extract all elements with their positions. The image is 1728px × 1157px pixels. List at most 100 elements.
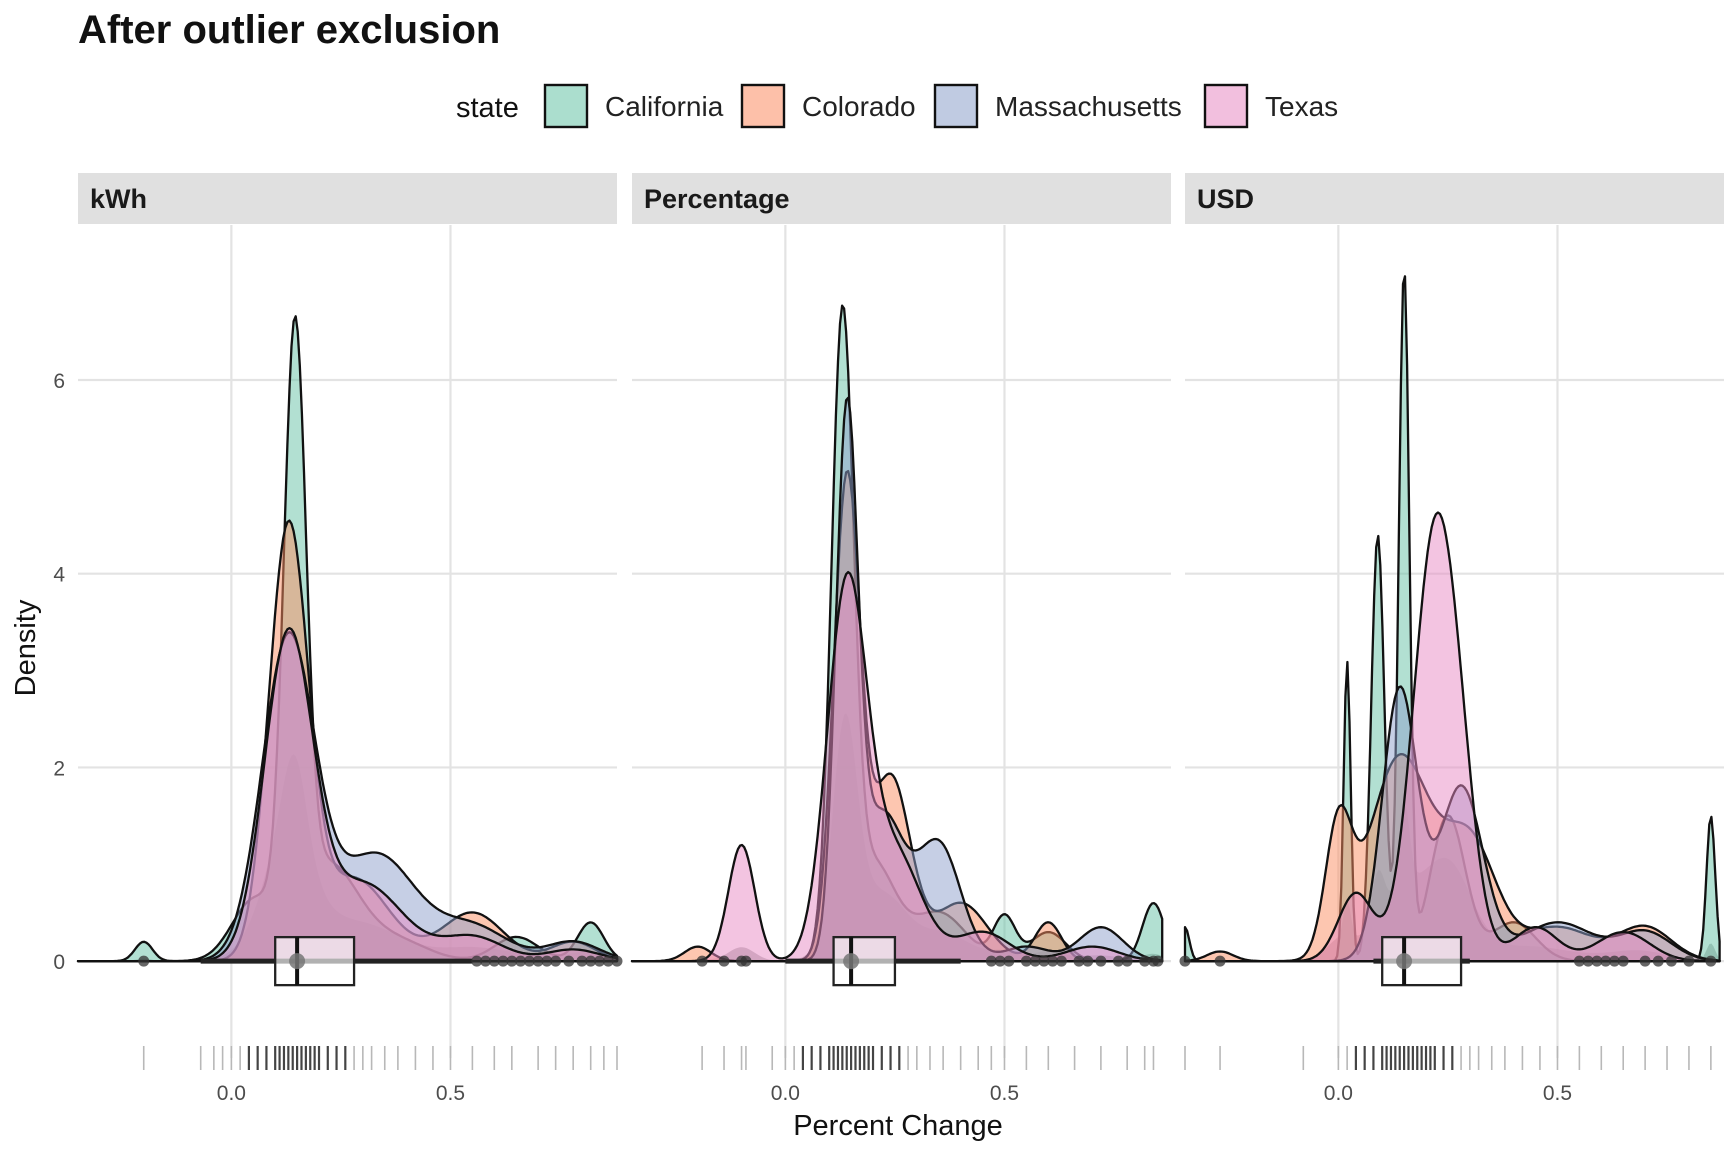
- boxplot: [785, 935, 961, 987]
- chart-title: After outlier exclusion: [78, 8, 500, 52]
- x-tick-label: 0.5: [1543, 1082, 1572, 1105]
- outlier-point: [576, 955, 588, 967]
- rug: [142, 1046, 618, 1070]
- boxplot: [1373, 935, 1470, 987]
- legend: state California Colorado Massachusetts Tex…: [456, 83, 1338, 129]
- outlier-point: [1573, 955, 1585, 967]
- outlier-point: [1683, 955, 1695, 967]
- legend-key-massachusetts: [933, 83, 979, 129]
- outlier-point: [1608, 955, 1620, 967]
- outlier-point: [740, 955, 752, 967]
- outlier-point: [1665, 955, 1677, 967]
- legend-title: state: [456, 92, 519, 124]
- box-iqr: [274, 935, 356, 987]
- outlier-point: [1591, 955, 1603, 967]
- outlier-point: [1029, 955, 1041, 967]
- facet-strip-label: kWh: [90, 184, 147, 214]
- legend-item-texas: Texas: [1203, 83, 1338, 129]
- x-tick-label: 0.0: [1324, 1082, 1353, 1105]
- outlier-point: [1179, 955, 1191, 967]
- panel-percentage: Percentage 0.0 0.5: [630, 173, 1171, 1105]
- rug: [701, 1046, 1155, 1070]
- x-tick-label: 0.0: [771, 1082, 800, 1105]
- legend-key-texas: [1203, 83, 1249, 129]
- box-mean-point: [843, 953, 860, 970]
- outlier-point: [1139, 955, 1151, 967]
- density-texas: [1183, 511, 1721, 963]
- box-mean-point: [1396, 953, 1413, 970]
- density-layers: [630, 304, 1164, 963]
- outlier-point: [1020, 955, 1032, 967]
- density-texas: [630, 570, 1164, 963]
- y-axis-title: Density: [10, 599, 42, 696]
- outlier-point: [1639, 955, 1651, 967]
- y-tick-label: 6: [53, 370, 65, 393]
- legend-label: Texas: [1265, 91, 1338, 122]
- outlier-point: [1152, 955, 1164, 967]
- box-iqr: [1381, 935, 1463, 987]
- outlier-point: [1121, 955, 1133, 967]
- outlier-point: [480, 955, 492, 967]
- outlier-point: [563, 955, 575, 967]
- outlier-point: [718, 955, 730, 967]
- box-iqr: [832, 935, 897, 987]
- legend-item-california: California: [543, 83, 724, 129]
- facet-strip-label: Percentage: [644, 184, 790, 214]
- outlier-point: [1214, 955, 1226, 967]
- outlier-point: [541, 955, 553, 967]
- outlier-point: [1617, 955, 1629, 967]
- x-tick-label: 0.5: [436, 1082, 465, 1105]
- y-tick-label: 2: [53, 757, 65, 780]
- boxplot: [200, 935, 473, 987]
- legend-label: California: [605, 91, 724, 122]
- rug: [1184, 1046, 1712, 1070]
- panel-kwh: kWh 0.0 0.5 0 2 4 6: [53, 173, 623, 1105]
- y-tick-label: 4: [53, 564, 65, 587]
- outlier-point: [1082, 955, 1094, 967]
- outlier-point: [1003, 955, 1015, 967]
- outlier-point: [506, 955, 518, 967]
- facet-panels: kWh 0.0 0.5 0 2 4 6 Percentage 0.0 0.5 USD 0.0 0.5: [53, 173, 1724, 1105]
- density-layers: [76, 315, 619, 963]
- x-axis-title: Percent Change: [793, 1110, 1003, 1142]
- outlier-point: [985, 955, 997, 967]
- outlier-point: [1582, 955, 1594, 967]
- outlier-point: [1652, 955, 1664, 967]
- facet-strip: [78, 173, 617, 224]
- outlier-point: [1705, 955, 1717, 967]
- outlier-point: [497, 955, 509, 967]
- outlier-point: [1047, 955, 1059, 967]
- outlier-point: [515, 955, 527, 967]
- legend-key-california: [543, 83, 589, 129]
- outlier-point: [1600, 955, 1612, 967]
- outlier-points: [138, 955, 623, 967]
- facet-strip-label: USD: [1197, 184, 1254, 214]
- outlier-point: [1112, 955, 1124, 967]
- density-texas: [76, 626, 619, 963]
- outlier-points: [696, 955, 1164, 967]
- outlier-point: [471, 955, 483, 967]
- outlier-point: [1095, 955, 1107, 967]
- outlier-point: [1038, 955, 1050, 967]
- legend-key-colorado: [740, 83, 786, 129]
- outlier-point: [994, 955, 1006, 967]
- y-tick-label: 0: [53, 951, 65, 974]
- outlier-point: [1055, 955, 1067, 967]
- facet-strip: [1185, 173, 1724, 224]
- outlier-point: [611, 955, 623, 967]
- outlier-point: [532, 955, 544, 967]
- legend-label: Colorado: [802, 91, 916, 122]
- outlier-point: [1073, 955, 1085, 967]
- legend-item-massachusetts: Massachusetts: [933, 83, 1182, 129]
- x-tick-label: 0.5: [990, 1082, 1019, 1105]
- outlier-points: [1179, 955, 1717, 967]
- panel-usd: USD 0.0 0.5: [1179, 173, 1724, 1105]
- legend-item-colorado: Colorado: [740, 83, 916, 129]
- outlier-point: [696, 955, 708, 967]
- outlier-point: [138, 955, 150, 967]
- legend-label: Massachusetts: [995, 91, 1182, 122]
- outlier-point: [550, 955, 562, 967]
- box-mean-point: [289, 953, 306, 970]
